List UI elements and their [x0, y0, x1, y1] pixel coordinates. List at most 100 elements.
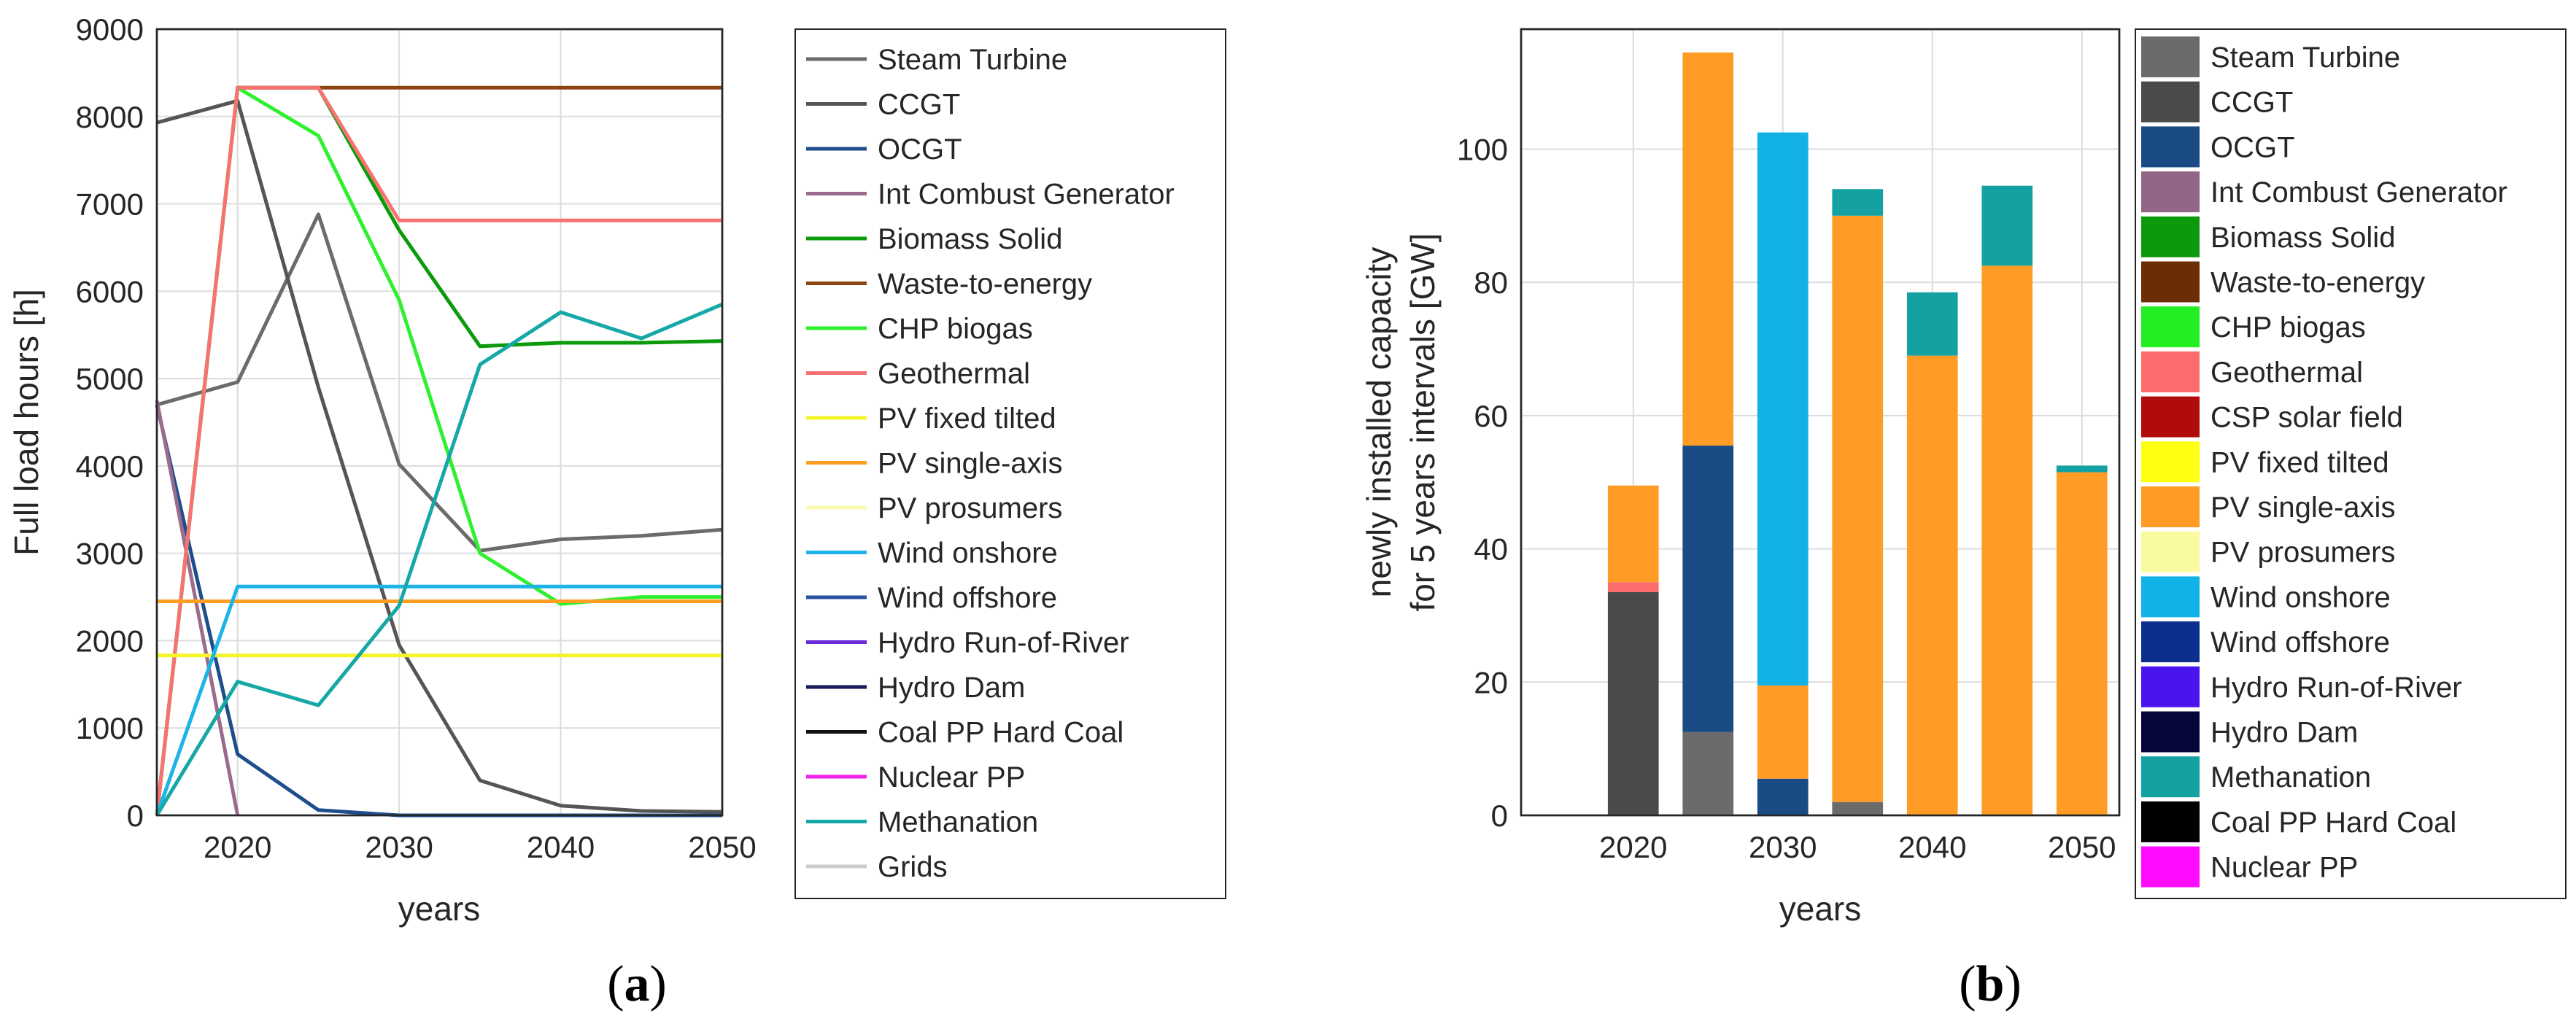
- legend-swatch-biomass-solid: [2141, 216, 2200, 257]
- panel-b-legend-entries: Steam Turbine CCGT OCGT Int Combust Generat…: [2141, 36, 2507, 888]
- legend-label-hydro-run-of-river: Hydro Run-of-River: [2211, 672, 2462, 704]
- legend-swatch-pv-fixed-tilted: [2141, 441, 2200, 483]
- legend-label-chp-biogas: CHP biogas: [2211, 311, 2366, 343]
- panel-a-y-tick-label: 9000: [76, 12, 144, 47]
- legend-label-ocgt: OCGT: [878, 133, 962, 166]
- panel-a-y-tick-label: 7000: [76, 187, 144, 222]
- legend-swatch-ccgt: [2141, 81, 2200, 123]
- panel-a-x-tick-labels: 2020 2030 2040 2050: [204, 830, 757, 864]
- legend-label-pv-prosumers: PV prosumers: [2211, 537, 2395, 569]
- panel-a-label: (a): [607, 956, 667, 1012]
- legend-swatch-hydro-run-of-river: [2141, 666, 2200, 707]
- bar-methanation-2045: [1981, 185, 2033, 266]
- legend-swatch-ocgt: [2141, 126, 2200, 168]
- legend-label-methanation: Methanation: [878, 807, 1038, 839]
- legend-swatch-wind-offshore: [2141, 621, 2200, 663]
- bar-pv-single-axis-2045: [1981, 265, 2033, 815]
- panel-a-y-tick-label: 0: [127, 799, 144, 833]
- series-line-wind-onshore: [155, 584, 722, 816]
- panel-a-y-tick-label: 6000: [76, 274, 144, 308]
- legend-swatch-waste-to-energy: [2141, 261, 2200, 303]
- bar-methanation-2050: [2056, 465, 2108, 473]
- legend-swatch-methanation: [2141, 756, 2200, 798]
- bar-methanation-2035: [1832, 189, 1884, 216]
- legend-swatch-hydro-dam: [2141, 711, 2200, 753]
- legend-swatch-pv-single-axis: [2141, 486, 2200, 527]
- panel-b-y-tick-labels: 0 20 40 60 80 100: [1457, 132, 1508, 833]
- legend-label-hydro-dam: Hydro Dam: [2211, 717, 2358, 749]
- legend-swatch-chp-biogas: [2141, 306, 2200, 348]
- panel-a-x-tick-label: 2050: [688, 830, 756, 864]
- bar-steam-turbine-2025: [1682, 731, 1734, 815]
- panel-a-y-tick-label: 2000: [76, 624, 144, 658]
- panel-b-y-tick-label: 80: [1474, 265, 1508, 300]
- legend-label-int-combust-generator: Int Combust Generator: [2211, 176, 2507, 209]
- panel-b-bars: [1607, 52, 2108, 816]
- legend-label-biomass-solid: Biomass Solid: [2211, 222, 2395, 254]
- legend-swatch-wind-onshore: [2141, 576, 2200, 618]
- panel-a-y-tick-label: 3000: [76, 537, 144, 571]
- legend-label-grids: Grids: [878, 851, 948, 883]
- panel-a-line-chart: 0 1000 2000 3000 4000 5000 6000 7000 8000 9000 20…: [7, 12, 1226, 1012]
- legend-label-chp-biogas: CHP biogas: [878, 313, 1033, 345]
- panel-a-x-axis-label: years: [398, 890, 480, 928]
- legend-label-nuclear-pp: Nuclear PP: [878, 761, 1025, 793]
- legend-label-coal-pp-hard-coal: Coal PP Hard Coal: [2211, 807, 2456, 839]
- series-line-int-combust-generator: [155, 400, 240, 816]
- bar-pv-single-axis-2050: [2056, 472, 2108, 815]
- panel-b-y-axis-label-line-2: for 5 years intervals [GW]: [1404, 233, 1442, 612]
- panel-b-y-tick-label: 40: [1474, 532, 1508, 567]
- panel-b-x-tick-label: 2020: [1599, 830, 1667, 864]
- panel-a-legend-entries: Steam Turbine CCGT OCGT Int Combust Generat…: [806, 44, 1175, 883]
- bar-ocgt-2025: [1682, 445, 1734, 732]
- legend-label-waste-to-energy: Waste-to-energy: [2211, 267, 2425, 299]
- legend-swatch-coal-pp-hard-coal: [2141, 801, 2200, 842]
- panel-b-y-tick-label: 60: [1474, 399, 1508, 433]
- legend-label-biomass-solid: Biomass Solid: [878, 223, 1062, 255]
- legend-label-csp-solar-field: CSP solar field: [2211, 402, 2403, 434]
- panel-b-x-tick-label: 2030: [1749, 830, 1817, 864]
- bar-pv-single-axis-2040: [1906, 355, 1958, 816]
- legend-label-ccgt: CCGT: [878, 89, 960, 121]
- series-line-methanation: [155, 302, 723, 817]
- panel-a-x-tick-label: 2030: [365, 830, 433, 864]
- legend-label-pv-fixed-tilted: PV fixed tilted: [2211, 446, 2389, 478]
- bar-ccgt-2020: [1607, 591, 1659, 815]
- legend-swatch-geothermal: [2141, 351, 2200, 392]
- bar-pv-single-axis-2035: [1832, 215, 1884, 802]
- legend-swatch-steam-turbine: [2141, 36, 2200, 77]
- series-line-ccgt: [156, 98, 723, 814]
- bar-pv-single-axis-2020: [1607, 485, 1659, 583]
- legend-label-wind-offshore: Wind offshore: [2211, 626, 2390, 659]
- panel-a-y-tick-label: 8000: [76, 100, 144, 134]
- legend-swatch-nuclear-pp: [2141, 846, 2200, 888]
- series-line-geothermal: [155, 85, 722, 816]
- legend-label-coal-pp-hard-coal: Coal PP Hard Coal: [878, 717, 1123, 749]
- panel-b-x-axis-label: years: [1779, 890, 1861, 928]
- panel-b-x-tick-labels: 2020 2030 2040 2050: [1599, 830, 2116, 864]
- legend-label-wind-onshore: Wind onshore: [2211, 581, 2391, 613]
- panel-b-label: (b): [1959, 956, 2022, 1012]
- bar-wind-onshore-2030: [1757, 132, 1809, 686]
- legend-label-wind-offshore: Wind offshore: [878, 582, 1057, 614]
- legend-label-ccgt: CCGT: [2211, 87, 2293, 119]
- panel-a-plot-border: [155, 28, 724, 817]
- legend-label-wind-onshore: Wind onshore: [878, 537, 1058, 570]
- legend-label-pv-single-axis: PV single-axis: [878, 448, 1062, 480]
- panel-a-y-axis-label: Full load hours [h]: [7, 289, 45, 556]
- panel-b-plot-border: [1520, 28, 2121, 817]
- legend-label-pv-single-axis: PV single-axis: [2211, 492, 2395, 524]
- bar-methanation-2040: [1906, 292, 1958, 356]
- legend-label-ocgt: OCGT: [2211, 131, 2295, 163]
- bar-pv-single-axis-2030: [1757, 685, 1809, 779]
- legend-label-pv-fixed-tilted: PV fixed tilted: [878, 403, 1056, 435]
- panel-b-x-tick-label: 2040: [1898, 830, 1966, 864]
- panel-b-legend: [2135, 28, 2567, 899]
- legend-swatch-pv-prosumers: [2141, 531, 2200, 572]
- bar-steam-turbine-2035: [1832, 801, 1884, 815]
- panel-a-y-tick-labels: 0 1000 2000 3000 4000 5000 6000 7000 8000 9000: [76, 12, 144, 833]
- panel-a-y-tick-label: 1000: [76, 711, 144, 745]
- legend-swatch-int-combust-generator: [2141, 171, 2200, 213]
